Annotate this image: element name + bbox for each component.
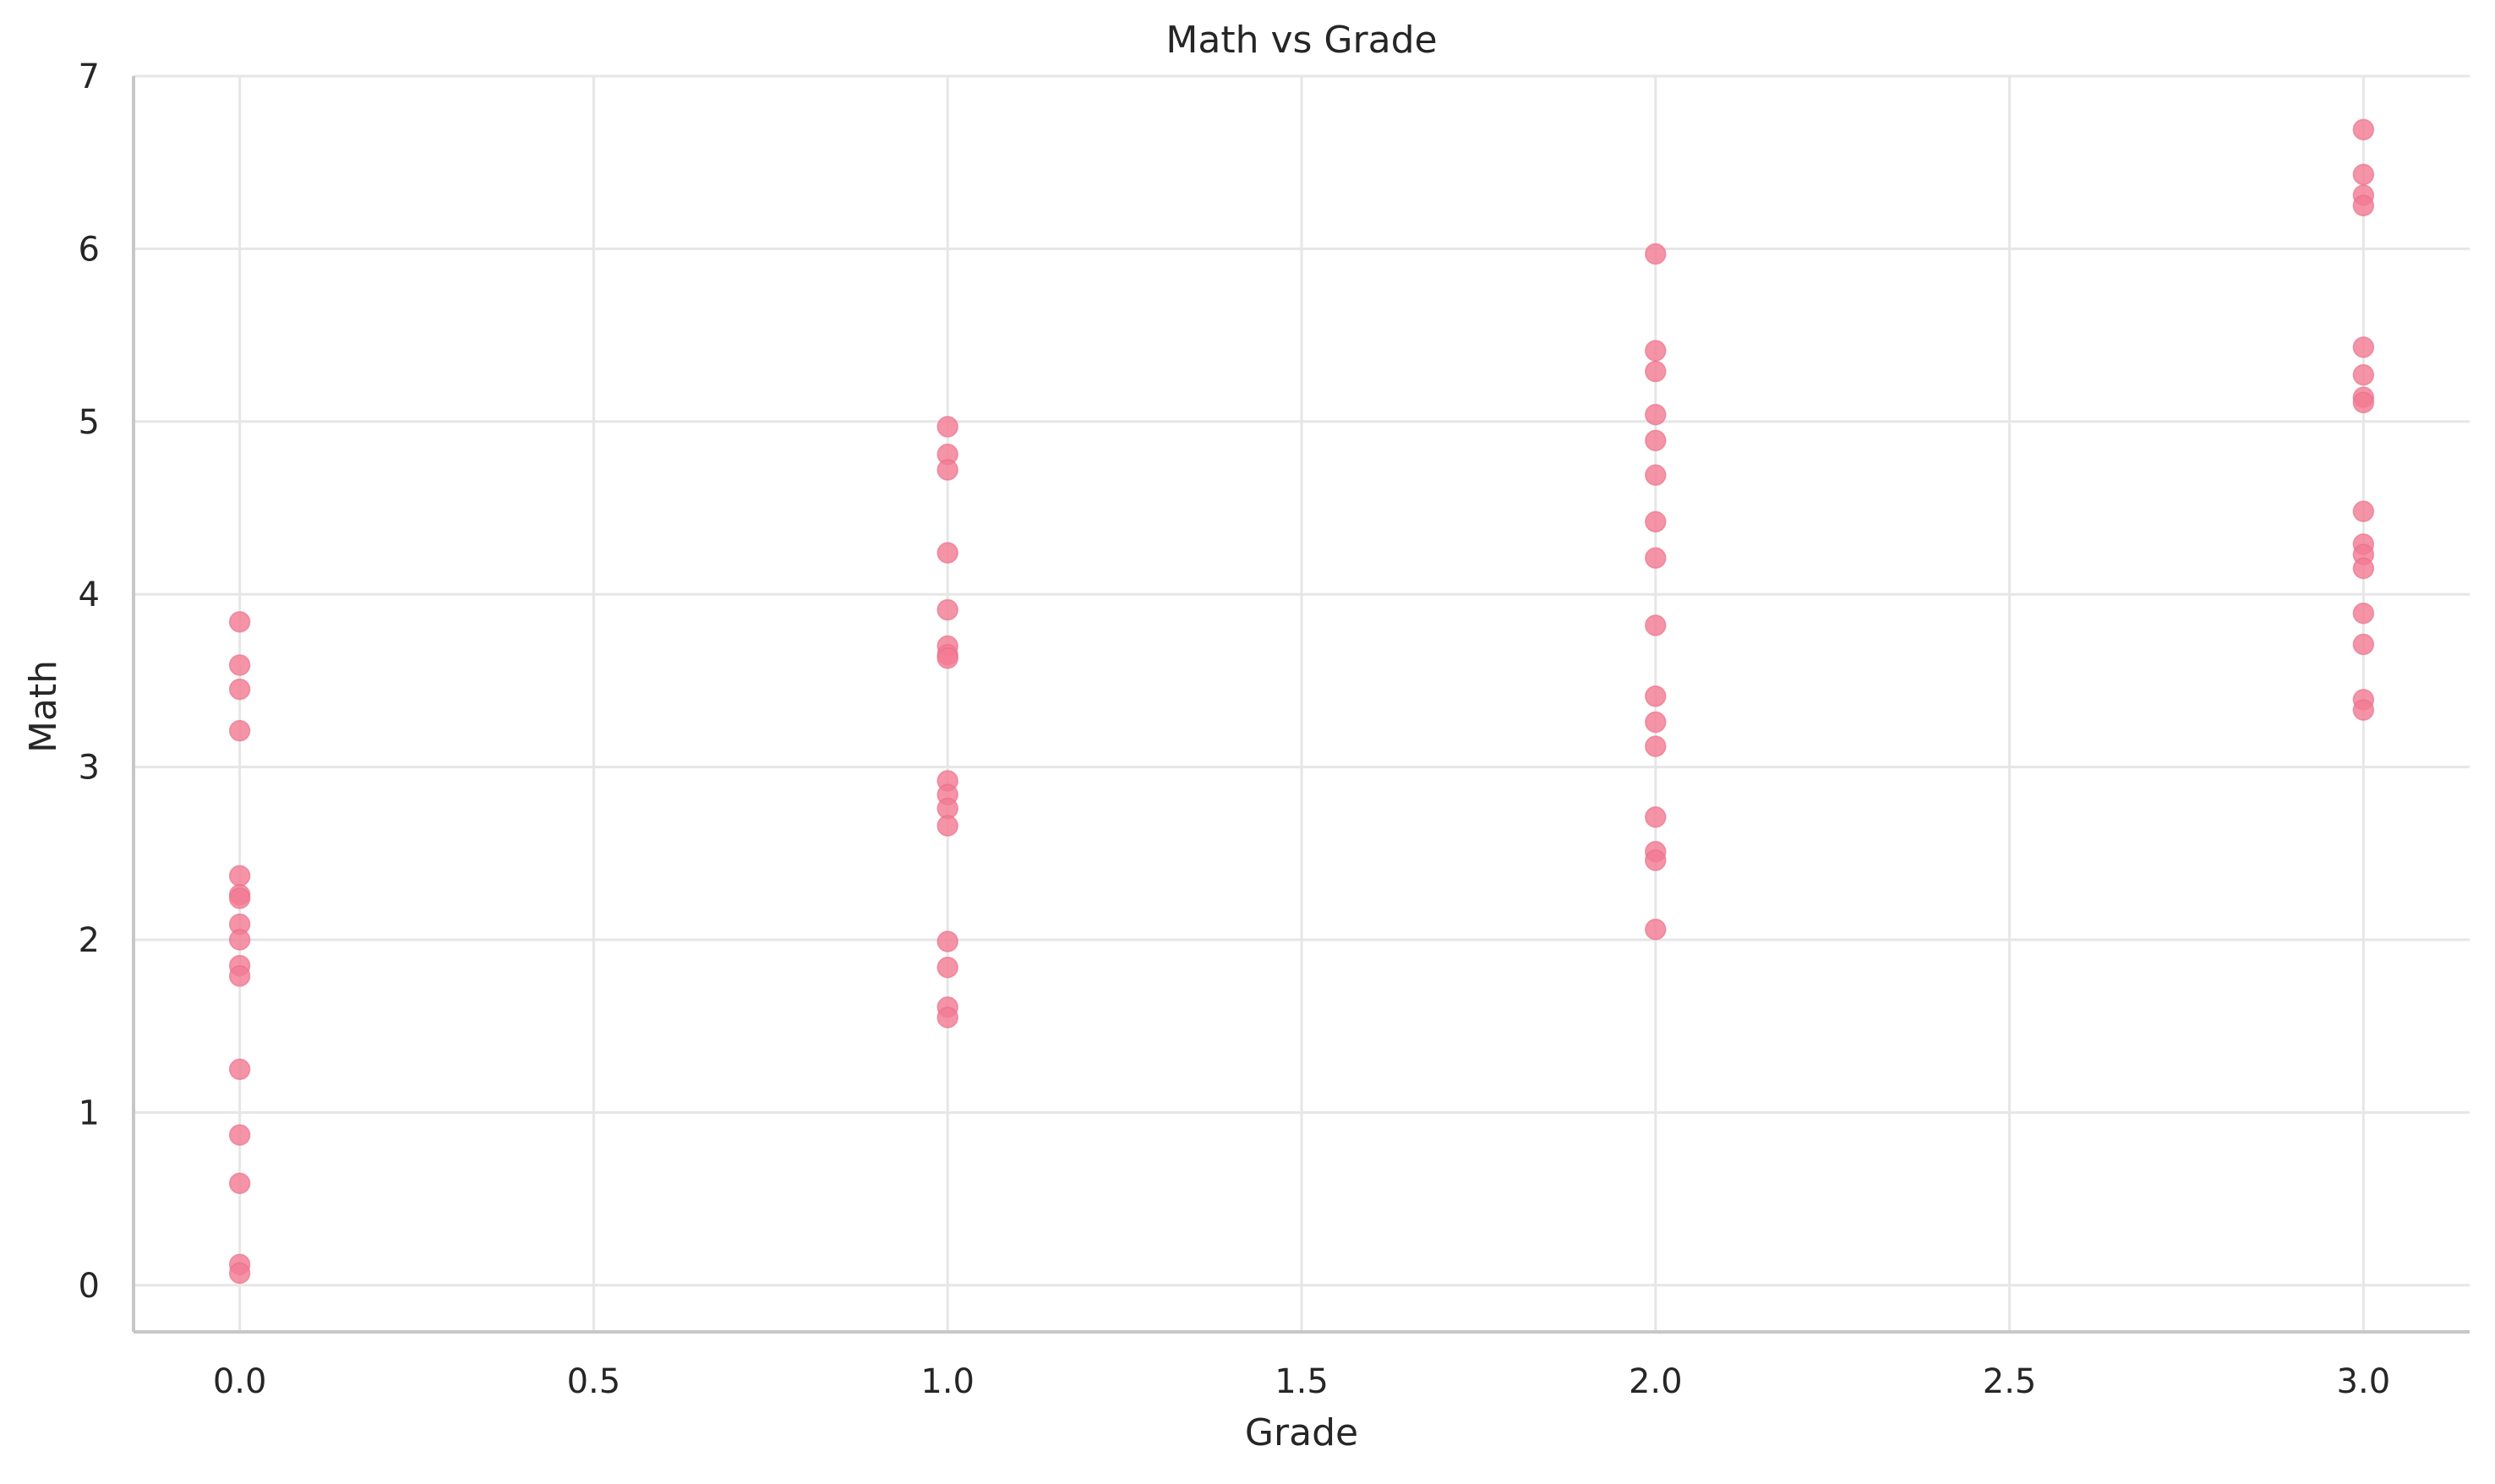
scatter-point <box>2352 391 2375 414</box>
scatter-point <box>228 611 251 633</box>
scatter-point <box>1645 510 1667 533</box>
y-tick-label: 6 <box>79 230 100 269</box>
scatter-point <box>1645 849 1667 871</box>
grid-layer <box>134 74 2470 1332</box>
scatter-point <box>936 416 958 438</box>
scatter-point <box>228 719 251 742</box>
scatter-point <box>1645 735 1667 757</box>
axes-spines <box>132 76 2470 1334</box>
x-tick-label: 0.0 <box>213 1362 267 1401</box>
scatter-point <box>2352 633 2375 656</box>
y-tick-label: 4 <box>79 576 100 614</box>
scatter-point <box>1645 547 1667 570</box>
scatter-point <box>1645 806 1667 828</box>
scatter-point <box>1645 614 1667 636</box>
scatter-point <box>936 1007 958 1028</box>
x-tick-labels: 0.0 0.5 1.0 1.5 2.0 2.5 3.0 <box>213 1362 2390 1401</box>
data-points <box>228 118 2375 1285</box>
y-axis-label: Math <box>22 660 65 753</box>
scatter-point <box>228 1124 251 1146</box>
y-tick-label: 2 <box>79 921 100 960</box>
scatter-point <box>2352 699 2375 721</box>
scatter-point <box>1645 464 1667 486</box>
y-tick-label: 1 <box>79 1094 100 1132</box>
scatter-point <box>1645 403 1667 426</box>
scatter-point <box>1645 429 1667 452</box>
scatter-point <box>228 678 251 701</box>
x-axis-label: Grade <box>1245 1411 1358 1454</box>
scatter-point <box>228 654 251 676</box>
scatter-point <box>936 647 958 669</box>
x-tick-label: 2.0 <box>1629 1362 1683 1401</box>
scatter-point <box>2352 363 2375 386</box>
scatter-point <box>228 865 251 887</box>
scatter-point <box>1645 711 1667 734</box>
scatter-point <box>936 930 958 952</box>
scatter-point <box>936 956 958 979</box>
y-tick-label: 3 <box>79 749 100 788</box>
scatter-point <box>228 965 251 987</box>
scatter-point <box>228 1172 251 1194</box>
scatter-point <box>1645 360 1667 383</box>
scatter-point <box>936 815 958 837</box>
scatter-point <box>936 459 958 481</box>
y-tick-label: 7 <box>79 57 100 96</box>
scatter-point <box>2352 336 2375 358</box>
x-tick-label: 2.5 <box>1983 1362 2037 1401</box>
scatter-point <box>2352 602 2375 625</box>
x-tick-label: 1.0 <box>920 1362 975 1401</box>
scatter-point <box>228 1058 251 1081</box>
scatter-point <box>936 542 958 564</box>
y-tick-labels: 0 1 2 3 4 5 6 7 <box>79 57 100 1306</box>
scatter-point <box>1645 918 1667 941</box>
scatter-point <box>2352 500 2375 522</box>
scatter-point <box>2352 194 2375 217</box>
y-tick-label: 0 <box>79 1267 100 1306</box>
scatter-point <box>2352 557 2375 580</box>
scatter-point <box>1645 243 1667 265</box>
y-tick-label: 5 <box>79 403 100 442</box>
x-tick-label: 1.5 <box>1275 1362 1329 1401</box>
scatter-point <box>228 929 251 951</box>
scatter-point <box>228 887 251 909</box>
scatter-point <box>1645 685 1667 707</box>
chart-title: Math vs Grade <box>1166 19 1437 62</box>
scatter-point <box>228 1262 251 1285</box>
scatter-point <box>2352 163 2375 186</box>
scatter-point <box>1645 340 1667 362</box>
x-tick-label: 3.0 <box>2337 1362 2391 1401</box>
scatter-point <box>936 598 958 621</box>
x-tick-label: 0.5 <box>567 1362 621 1401</box>
scatter-point <box>2352 118 2375 141</box>
